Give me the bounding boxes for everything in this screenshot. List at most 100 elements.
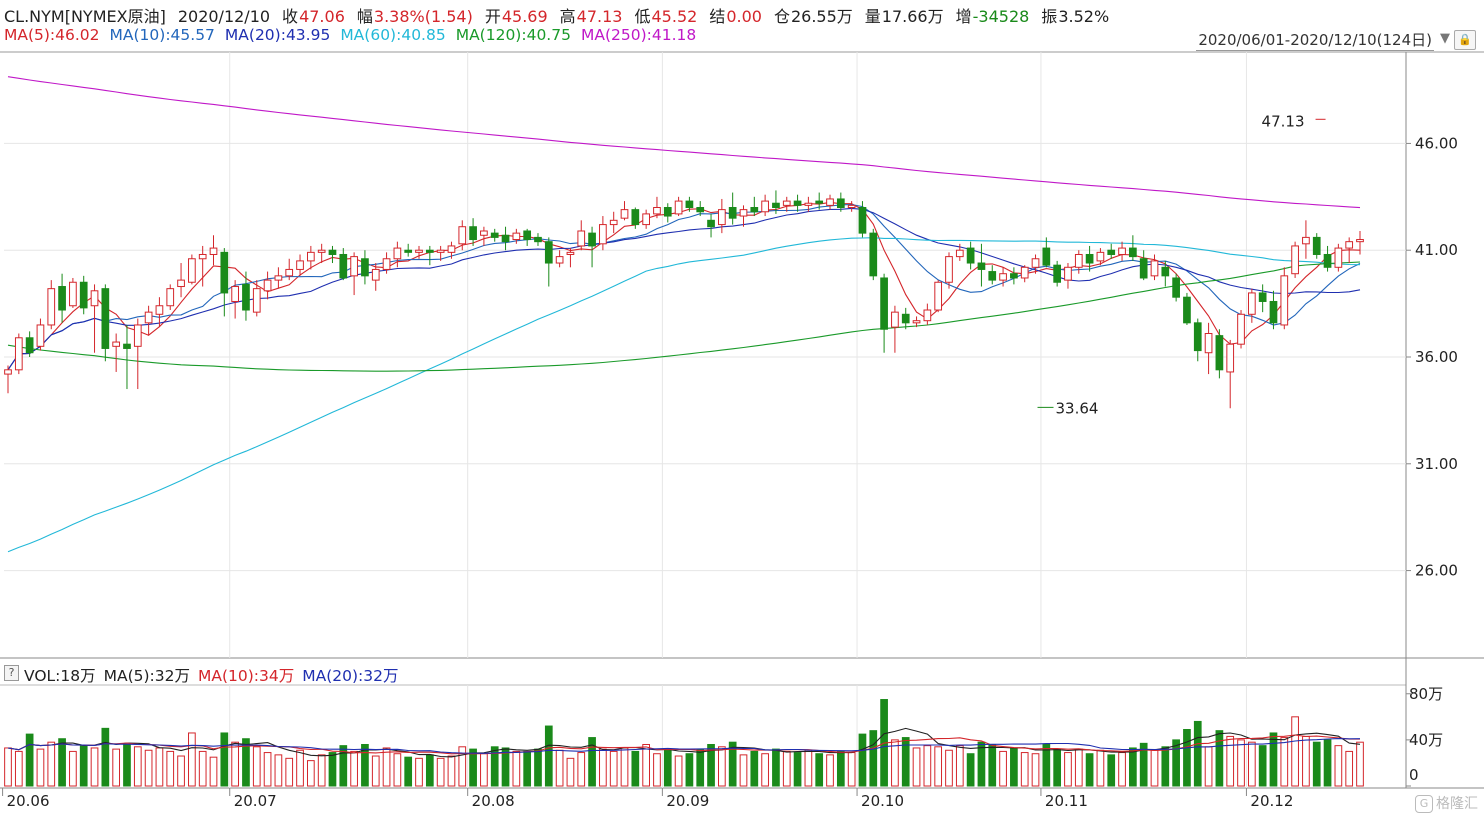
date-label: 20.09 (666, 792, 709, 810)
candle-body (1312, 236, 1321, 255)
candle-body (945, 256, 953, 283)
candle-body (198, 253, 207, 260)
vol-ma5-line (7, 727, 1361, 758)
volume-bar (793, 752, 802, 787)
legend-item: MA(10):34万 (198, 667, 295, 685)
volume-bar (1323, 739, 1332, 787)
help-icon[interactable]: ? (4, 665, 19, 681)
candle-body (923, 309, 932, 322)
legend-item: MA(60):40.85 (340, 26, 446, 44)
volume-bar (1172, 739, 1180, 787)
price-tick-label: 26.00 (1415, 562, 1458, 580)
candle-body (1150, 260, 1159, 277)
quote-field: 0.00 (726, 7, 762, 26)
volume-bar (707, 743, 715, 787)
volume-bar (123, 743, 131, 787)
price-tick-label: 36.00 (1415, 348, 1458, 366)
quote-field: 开 (484, 7, 501, 26)
volume-bar (490, 746, 499, 787)
candle-body (566, 251, 575, 255)
volume-bar (728, 741, 737, 787)
lock-icon[interactable]: 🔒 (1454, 30, 1476, 50)
candle-body (1291, 245, 1299, 275)
candle-body (1042, 247, 1051, 266)
volume-bar (1107, 754, 1116, 787)
volume-bar (739, 754, 748, 787)
volume-bar (761, 753, 769, 787)
legend-item: MA(120):40.75 (455, 26, 571, 44)
candle-body (220, 251, 229, 294)
candle-body (404, 249, 413, 253)
candle-body (1258, 292, 1267, 302)
candle-body (1085, 253, 1094, 264)
legend-item: MA(5):32万 (103, 667, 191, 685)
candle-body (112, 341, 121, 347)
candle-body (285, 268, 294, 277)
price-tick-label: 41.00 (1415, 241, 1458, 259)
candle-body (101, 288, 110, 349)
volume-bar (1302, 735, 1310, 787)
candle-body (350, 256, 358, 277)
quote-field: 量 (864, 7, 881, 26)
candle-body (1226, 343, 1235, 373)
volume-bar (1215, 730, 1224, 787)
volume-bar (501, 747, 510, 787)
volume-bar (220, 732, 229, 787)
volume-bar (209, 756, 218, 787)
candle-body (1183, 296, 1191, 324)
candle-body (36, 324, 45, 347)
volume-bar (350, 750, 358, 787)
volume-bar (1118, 752, 1126, 787)
candle-body (14, 337, 23, 371)
candle-body (782, 200, 791, 206)
candle-body (1020, 266, 1029, 279)
candle-body (328, 249, 337, 255)
volume-bar (1280, 737, 1289, 787)
watermark-logo: G 格隆汇 (1415, 793, 1478, 813)
legend-item: MA(5):46.02 (4, 26, 100, 44)
ma20-line (7, 207, 1361, 371)
candle-body (1053, 264, 1062, 283)
candle-body (707, 219, 715, 228)
volume-bar (274, 754, 283, 787)
volume-bar (36, 748, 45, 787)
volume-bar (804, 749, 813, 787)
candle-body (306, 251, 315, 262)
chevron-down-icon[interactable]: ▼ (1440, 31, 1450, 46)
quote-field: 收 (282, 7, 299, 26)
candle-body (544, 241, 553, 264)
volume-bar (425, 754, 434, 787)
volume-bar (14, 750, 23, 787)
volume-bar (609, 750, 618, 787)
ma10-line (7, 203, 1361, 371)
volume-bar (620, 747, 629, 787)
candle-body (847, 204, 856, 209)
quote-field: 仓 (773, 7, 790, 26)
volume-bar (923, 745, 932, 787)
volume-bar (47, 741, 56, 787)
candle-body (901, 313, 910, 324)
candle-body (1096, 251, 1105, 262)
date-label: 20.07 (234, 792, 277, 810)
volume-bar (4, 747, 12, 787)
candle-body (663, 207, 672, 217)
candle-body (231, 286, 239, 302)
candle-body (912, 320, 921, 324)
price-tick-label: 46.00 (1415, 134, 1458, 152)
volume-bar (112, 748, 121, 787)
quote-field: 47.13 (576, 7, 623, 26)
volume-bar (339, 745, 348, 787)
candle-body (1139, 258, 1148, 279)
gelonghui-logo-icon: G (1415, 795, 1433, 813)
date-range-selector[interactable]: 2020/06/01-2020/12/10(124日) (1196, 31, 1434, 51)
volume-bar (901, 737, 910, 787)
volume-bar (534, 748, 542, 787)
candle-body (523, 230, 532, 241)
volume-bar (977, 741, 986, 787)
candle-body (804, 202, 813, 206)
candle-body (1280, 275, 1289, 326)
volume-bar (1356, 741, 1364, 787)
volume-bar (285, 757, 294, 787)
volume-bar (252, 746, 261, 787)
